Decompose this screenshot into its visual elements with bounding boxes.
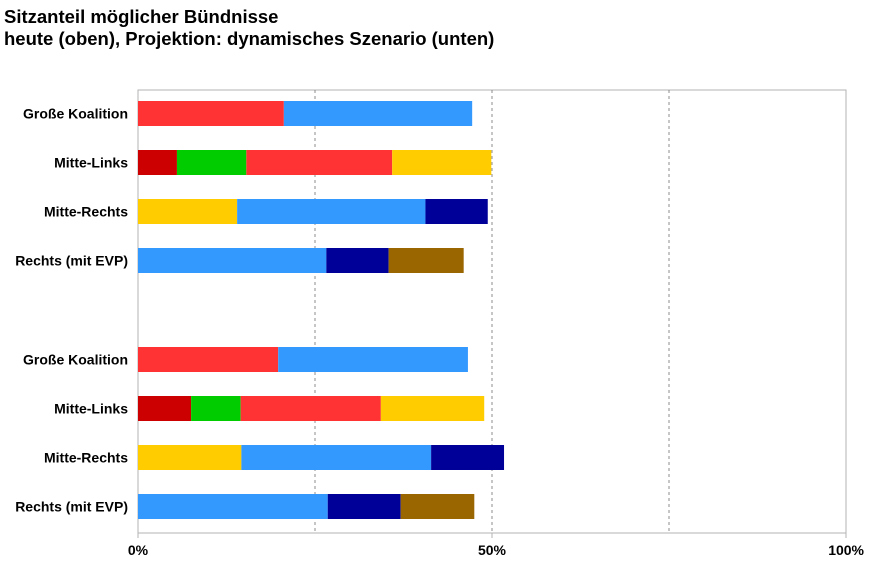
bar-segment [240, 396, 381, 421]
bar-segment [380, 396, 485, 421]
bar-segment [431, 445, 505, 470]
category-label: Große Koalition [23, 106, 128, 122]
bar-segment [191, 396, 241, 421]
bar-segment [138, 347, 279, 372]
bar-segment [388, 248, 464, 273]
category-label: Mitte-Links [54, 155, 128, 171]
bar-segment [327, 494, 401, 519]
bar-segment [138, 445, 242, 470]
bar-segment [326, 248, 389, 273]
bar-segment [241, 445, 432, 470]
bar-segment [176, 150, 247, 175]
bar-segment [138, 199, 238, 224]
bar-segment [138, 248, 327, 273]
category-label: Rechts (mit EVP) [15, 253, 128, 269]
bars [138, 101, 505, 519]
chart-subtitle-line: heute (oben), Projektion: dynamisches Sz… [4, 28, 495, 49]
chart-title-line: Sitzanteil möglicher Bündnisse [4, 6, 279, 27]
x-axis-ticks: 0% 50% 100% [128, 533, 865, 558]
tick-label: 100% [828, 542, 864, 558]
tick-label: 0% [128, 542, 149, 558]
bar-segment [400, 494, 475, 519]
bar-segment [138, 101, 284, 126]
bar-segment [425, 199, 488, 224]
category-label: Mitte-Links [54, 401, 128, 417]
bar-segment [138, 494, 328, 519]
bar-segment [278, 347, 468, 372]
category-label: Mitte-Rechts [44, 450, 128, 466]
category-label: Mitte-Rechts [44, 204, 128, 220]
bar-segment [392, 150, 492, 175]
category-label: Große Koalition [23, 352, 128, 368]
category-label: Rechts (mit EVP) [15, 499, 128, 515]
chart-title: Sitzanteil möglicher Bündnisse heute (ob… [4, 6, 494, 50]
bar-segment [283, 101, 473, 126]
bar-segment [138, 396, 192, 421]
bar-segment [237, 199, 426, 224]
bar-segment [246, 150, 393, 175]
category-labels: Große Koalition Mitte-Links Mitte-Rechts Re… [15, 106, 128, 515]
tick-label: 50% [478, 542, 507, 558]
bar-segment [138, 150, 177, 175]
